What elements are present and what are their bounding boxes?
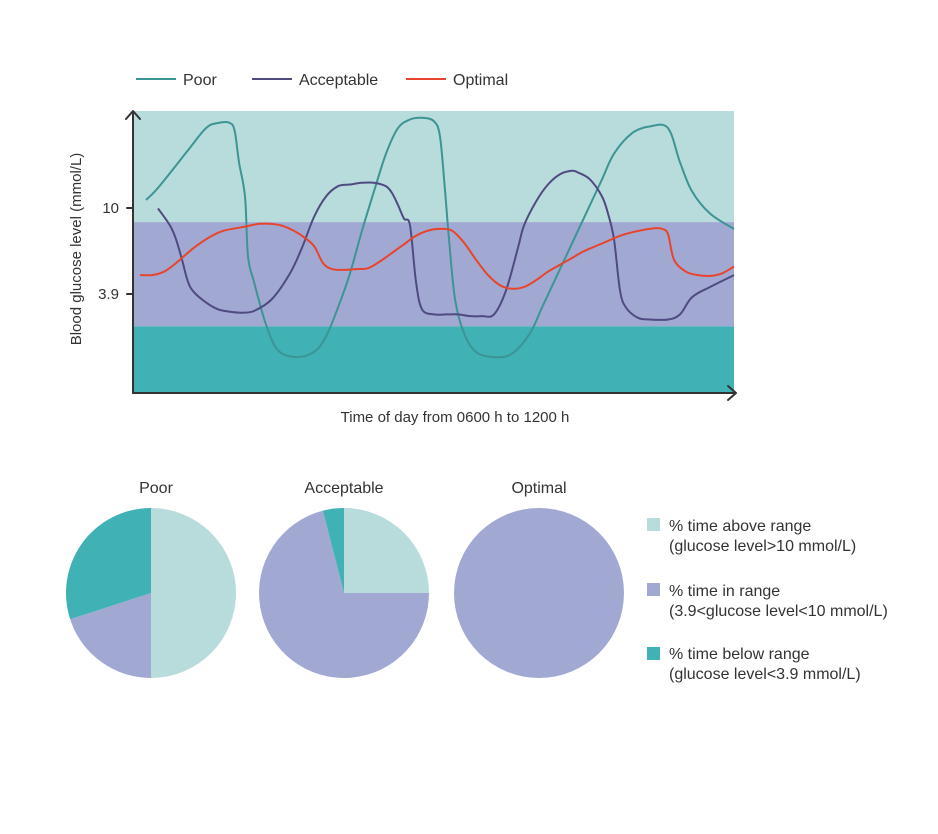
pie-slice-optimal-in — [454, 508, 624, 678]
band-below-range — [134, 326, 734, 393]
line-legend: Poor Acceptable Optimal — [136, 72, 508, 89]
axes — [125, 110, 737, 401]
pie-slice-poor-below — [65, 508, 151, 620]
pie-slice-poor-in — [70, 593, 151, 678]
legend-label-optimal: Optimal — [453, 72, 508, 89]
pie-legend: % time above range (glucose level>10 mmo… — [647, 518, 888, 683]
legend-label-acceptable: Acceptable — [299, 72, 378, 89]
x-axis-arrow-icon — [727, 385, 737, 401]
pie-legend-swatch-in — [647, 583, 660, 596]
pie-legend-swatch-below — [647, 647, 660, 660]
pie-legend-below-line2: (glucose level<3.9 mmol/L) — [669, 666, 861, 683]
pie-legend-in-line1: % time in range — [669, 583, 780, 600]
series-line-optimal — [139, 222, 735, 290]
plot-area — [134, 111, 735, 393]
pie-slice-poor-above — [151, 508, 236, 678]
y-axis-arrow-icon — [125, 110, 141, 120]
pie-legend-above-line2: (glucose level>10 mmol/L) — [669, 538, 856, 555]
pie-legend-swatch-above — [647, 518, 660, 531]
y-tick-label-3-9: 3.9 — [98, 286, 119, 303]
pie-chart-acceptable: Acceptable — [259, 480, 429, 678]
x-axis-title: Time of day from 0600 h to 1200 h — [341, 409, 570, 426]
pie-title-acceptable: Acceptable — [304, 480, 383, 497]
pie-chart-poor: Poor — [65, 480, 236, 678]
pie-legend-below-line1: % time below range — [669, 646, 810, 663]
pie-legend-in-line2: (3.9<glucose level<10 mmol/L) — [669, 603, 888, 620]
pie-slice-acceptable-above — [344, 508, 429, 593]
pie-chart-optimal: Optimal — [454, 480, 624, 678]
series-line-acceptable — [157, 169, 735, 321]
pie-slice-acceptable-below — [322, 508, 344, 593]
pie-legend-above-line1: % time above range — [669, 518, 811, 535]
pie-title-optimal: Optimal — [511, 480, 566, 497]
pie-title-poor: Poor — [139, 480, 173, 497]
y-tick-label-10: 10 — [102, 200, 119, 217]
y-axis-title: Blood glucose level (mmol/L) — [68, 153, 85, 346]
pie-slice-acceptable-in — [259, 510, 429, 678]
series-line-poor — [145, 116, 735, 359]
legend-label-poor: Poor — [183, 72, 217, 89]
band-in-range — [134, 222, 734, 327]
